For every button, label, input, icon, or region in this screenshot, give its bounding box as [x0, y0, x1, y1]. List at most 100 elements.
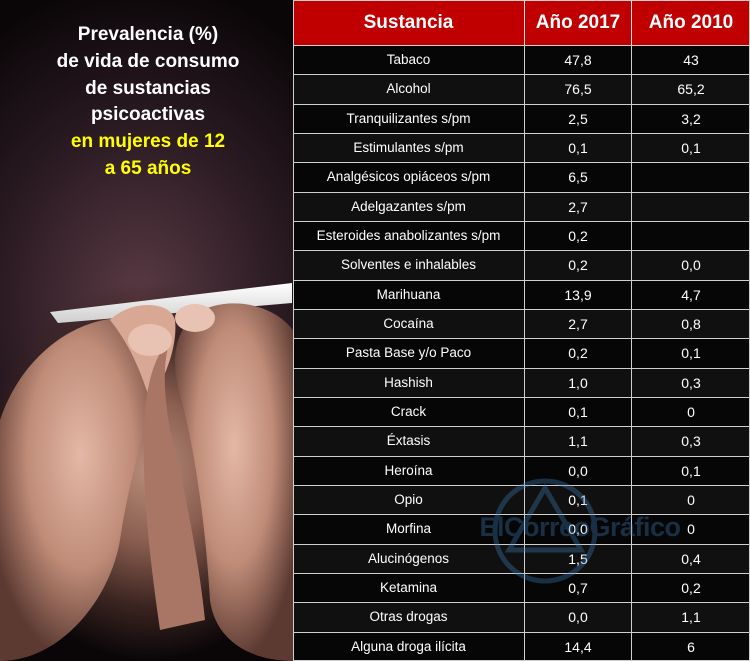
cell-substance: Alcohol	[293, 75, 525, 104]
cell-year-2017: 13,9	[525, 280, 632, 309]
watermark-logo: ElCorreoGráfico	[455, 476, 705, 586]
cell-year-2010: 0	[687, 404, 695, 420]
cell-year-2017: 0,7	[525, 574, 632, 603]
table-row: Analgésicos opiáceos s/pm 6,5	[293, 162, 750, 192]
title-line-4: psicoactivas	[90, 104, 206, 126]
cell-substance: Alucinógenos	[293, 544, 525, 573]
table-row: Éxtasis 1,1 0,3	[293, 426, 750, 456]
title-line-6: a 65 años	[104, 157, 192, 179]
cell-substance: Marihuana	[293, 280, 525, 309]
cell-substance: Hashish	[293, 368, 525, 397]
table-row: Cocaína 2,7 0,8	[293, 309, 750, 339]
cell-year-2017: 2,7	[525, 192, 632, 221]
table-row: Alcohol 76,5 65,2	[293, 74, 750, 104]
table-row: Opio 0,1 0	[293, 485, 750, 515]
cell-year-2010: 0	[687, 492, 695, 508]
cell-year-2010: 0,2	[681, 580, 701, 596]
cell-year-2017: 0,1	[525, 486, 632, 515]
cell-substance: Alguna droga ilícita	[293, 632, 525, 661]
cell-substance: Tabaco	[293, 46, 525, 75]
table-row: Tranquilizantes s/pm 2,5 3,2	[293, 103, 750, 133]
cell-year-2010: 43	[683, 52, 699, 68]
cell-year-2017: 0,2	[525, 339, 632, 368]
cell-substance: Cocaína	[293, 310, 525, 339]
table-row: Hashish 1,0 0,3	[293, 367, 750, 397]
table-row: Adelgazantes s/pm 2,7	[293, 191, 750, 221]
table-row: Estimulantes s/pm 0,1 0,1	[293, 133, 750, 163]
table-row: Tabaco 47,8 43	[293, 45, 750, 75]
cell-year-2017: 1,0	[525, 368, 632, 397]
cell-year-2010: 0,4	[681, 550, 701, 567]
cell-year-2017: 2,7	[525, 310, 632, 339]
table-row: Alucinógenos 1,5 0,4	[293, 543, 750, 573]
cell-year-2017: 0,0	[525, 456, 632, 485]
table-row: Marihuana 13,9 4,7	[293, 279, 750, 309]
cell-substance: Opio	[293, 486, 525, 515]
header-year-2017: Año 2017	[525, 0, 632, 45]
table-row: Otras drogas 0,0 1,1	[293, 602, 750, 632]
cell-substance: Solventes e inhalables	[293, 251, 525, 280]
cell-year-2010	[632, 163, 750, 191]
title-line-1: Prevalencia (%)	[77, 24, 219, 45]
table-row: Heroína 0,0 0,1	[293, 455, 750, 485]
cell-substance: Estimulantes s/pm	[293, 134, 525, 163]
title-line-3: de sustancias	[85, 77, 211, 99]
cell-year-2017: 0,2	[525, 222, 632, 251]
cell-year-2010: 0,3	[681, 374, 701, 391]
cell-year-2010: 65,2	[677, 81, 705, 98]
cell-year-2017: 1,5	[525, 544, 632, 573]
table-header: Sustancia Año 2017 Año 2010	[293, 0, 750, 45]
cell-substance: Heroína	[293, 456, 525, 485]
header-year-2010: Año 2010	[648, 12, 734, 33]
title-line-2: de vida de consumo	[56, 50, 240, 72]
table-row: Esteroides anabolizantes s/pm 0,2	[293, 221, 750, 251]
cell-substance: Esteroides anabolizantes s/pm	[293, 222, 525, 251]
title-line-5: en mujeres de 12	[70, 131, 226, 153]
cell-year-2017: 0,0	[525, 515, 632, 544]
cell-year-2017: 47,8	[525, 46, 632, 75]
watermark-emblem-icon	[492, 478, 598, 584]
cell-year-2017: 6,5	[525, 163, 632, 192]
cell-year-2017: 0,1	[525, 134, 632, 163]
cell-year-2010: 0,3	[681, 433, 701, 450]
cell-year-2010: 4,7	[681, 286, 701, 303]
table-row: Morfina 0,0 0	[293, 514, 750, 544]
cell-year-2017: 0,2	[525, 251, 632, 280]
cell-substance: Morfina	[293, 515, 525, 544]
cell-year-2017: 0,0	[525, 603, 632, 632]
photo-panel: Prevalencia (%) de vida de consumo de su…	[0, 0, 293, 661]
cell-year-2010: 0	[687, 521, 695, 538]
cell-year-2010: 0,8	[681, 316, 701, 332]
infographic-title: Prevalencia (%) de vida de consumo de su…	[18, 22, 278, 183]
table-row: Alguna droga ilícita 14,4 6	[293, 631, 750, 661]
cell-year-2010	[632, 193, 750, 221]
cell-substance: Crack	[293, 398, 525, 427]
cell-substance: Otras drogas	[293, 603, 525, 632]
cell-year-2010: 0,0	[681, 257, 701, 274]
table-row: Ketamina 0,7 0,2	[293, 573, 750, 603]
cell-year-2017: 1,1	[525, 427, 632, 456]
table-row: Crack 0,1 0	[293, 397, 750, 427]
cell-year-2010: 0,1	[681, 140, 701, 156]
hands-holding-joint-photo	[0, 283, 293, 661]
table-row: Pasta Base y/o Paco 0,2 0,1	[293, 338, 750, 368]
cell-year-2010: 6	[687, 638, 695, 655]
cell-substance: Analgésicos opiáceos s/pm	[293, 163, 525, 192]
cell-substance: Tranquilizantes s/pm	[293, 104, 525, 133]
cell-year-2010: 1,1	[681, 609, 701, 626]
cell-year-2017: 76,5	[525, 75, 632, 104]
cell-substance: Ketamina	[293, 574, 525, 603]
cell-year-2010: 3,2	[681, 110, 701, 127]
prevalence-table: Sustancia Año 2017 Año 2010 Tabaco 47,8 43…	[293, 0, 750, 661]
cell-year-2010	[632, 222, 750, 250]
cell-substance: Éxtasis	[293, 427, 525, 456]
cell-year-2010: 0,1	[681, 462, 701, 479]
table-row: Solventes e inhalables 0,2 0,0	[293, 250, 750, 280]
cell-year-2017: 14,4	[525, 632, 632, 661]
cell-substance: Pasta Base y/o Paco	[293, 339, 525, 368]
cell-year-2017: 2,5	[525, 104, 632, 133]
watermark-text: ElCorreoGráfico	[479, 512, 681, 542]
cell-substance: Adelgazantes s/pm	[293, 192, 525, 221]
header-substance: Sustancia	[293, 0, 525, 45]
cell-year-2017: 0,1	[525, 398, 632, 427]
